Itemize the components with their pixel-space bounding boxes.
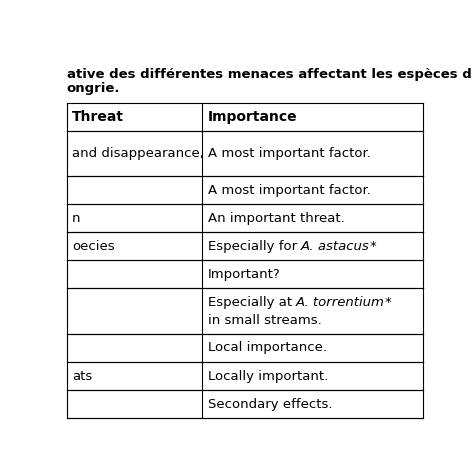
Text: A most important factor.: A most important factor. (208, 147, 370, 160)
Text: A most important factor.: A most important factor. (208, 183, 370, 197)
Text: ats: ats (72, 370, 92, 383)
Text: Especially for: Especially for (208, 240, 301, 253)
Text: oecies: oecies (72, 240, 115, 253)
Text: Importance: Importance (208, 109, 297, 124)
Text: *: * (370, 240, 376, 253)
Text: Important?: Important? (208, 268, 280, 281)
Text: Secondary effects.: Secondary effects. (208, 398, 332, 410)
Text: Locally important.: Locally important. (208, 370, 328, 383)
Text: ongrie.: ongrie. (66, 82, 120, 95)
Text: n: n (72, 212, 81, 225)
Text: and disappearance,: and disappearance, (72, 147, 204, 160)
Text: ative des différentes menaces affectant les espèces d: ative des différentes menaces affectant … (66, 68, 471, 81)
Text: Especially at: Especially at (208, 296, 296, 309)
Text: A. torrentium: A. torrentium (296, 296, 385, 309)
Text: *: * (385, 296, 392, 309)
Text: A. astacus: A. astacus (301, 240, 370, 253)
Text: Local importance.: Local importance. (208, 341, 327, 355)
Text: An important threat.: An important threat. (208, 212, 344, 225)
Text: Threat: Threat (72, 109, 124, 124)
Text: in small streams.: in small streams. (208, 314, 321, 327)
